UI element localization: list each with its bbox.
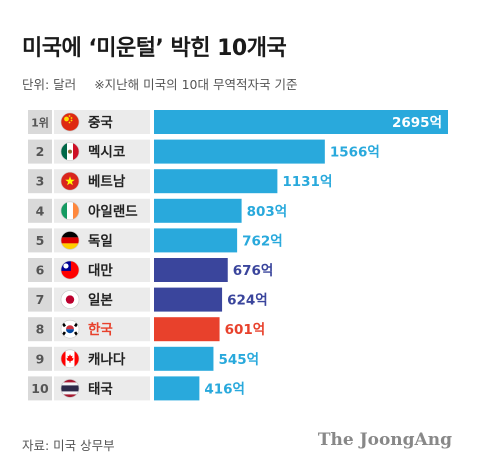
rank-box [28,258,52,282]
rank-label: 5 [36,233,45,248]
chart-subtitle: 단위: 달러 ※지난해 미국의 10대 무역적자국 기준 [22,74,297,93]
rank-label: 8 [36,322,45,337]
country-label: 대만 [88,263,113,279]
rank-label: 9 [36,351,45,366]
bar [154,346,214,371]
bar [154,258,228,282]
country-label: 베트남 [88,173,126,190]
rank-box [28,110,52,134]
vietnam-flag-icon [60,171,80,191]
value-label: 416억 [204,381,245,397]
country-label: 중국 [88,115,113,131]
rank-box [28,198,52,223]
value-label: 2695억 [392,115,442,131]
chart-title: 미국에 ‘미운털’ 박힌 10개국 [22,36,287,61]
rank-label: 2 [36,144,45,159]
rank-box [28,376,52,401]
value-label: 1131억 [282,174,332,190]
rank-label: 3 [36,174,45,189]
rank-label: 7 [36,292,45,307]
note-label: ※지난해 미국의 10대 무역적자국 기준 [94,77,298,92]
value-label: 545억 [218,352,259,368]
rank-box [28,317,52,342]
country-label: 캐나다 [88,352,126,368]
unit-label: 단위: 달러 [22,77,77,92]
value-label: 601억 [225,322,266,338]
rank-box [28,139,52,164]
bar [154,139,325,164]
japan-flag-icon [60,290,80,309]
value-label: 1566억 [330,145,380,161]
bar [154,169,278,194]
rank-label: 10 [31,381,49,396]
country-label: 멕시코 [88,144,125,161]
bar [154,376,200,401]
value-label: 624억 [227,293,268,309]
bar [154,228,238,253]
mexico-flag-icon [60,142,80,161]
value-label: 803억 [247,204,288,220]
germany-flag-icon [60,231,80,250]
ireland-flag-icon [60,201,80,221]
source-label: 자료: 미국 상무부 [22,438,115,453]
china-flag-icon [60,112,80,132]
bar [154,287,223,312]
rank-label: 1위 [31,117,49,130]
rank-box [28,287,52,312]
country-label: 한국 [88,322,113,338]
value-label: 762억 [242,233,283,249]
bar [154,110,448,134]
taiwan-flag-icon [60,260,80,280]
rank-box [28,169,52,194]
bar [154,198,242,223]
country-label: 독일 [88,233,113,249]
country-label: 태국 [88,381,113,397]
rank-label: 4 [36,203,45,218]
rank-label: 6 [36,263,45,278]
canada-flag-icon [60,349,80,369]
country-label: 일본 [88,293,113,309]
korea-flag-icon [60,319,80,339]
thailand-flag-icon [60,379,80,398]
rank-box [28,346,52,371]
bar [154,317,220,342]
value-label: 676억 [233,263,274,279]
country-label: 아일랜드 [88,203,138,220]
brand-logo: The JoongAng [317,430,452,450]
rank-box [28,228,52,253]
